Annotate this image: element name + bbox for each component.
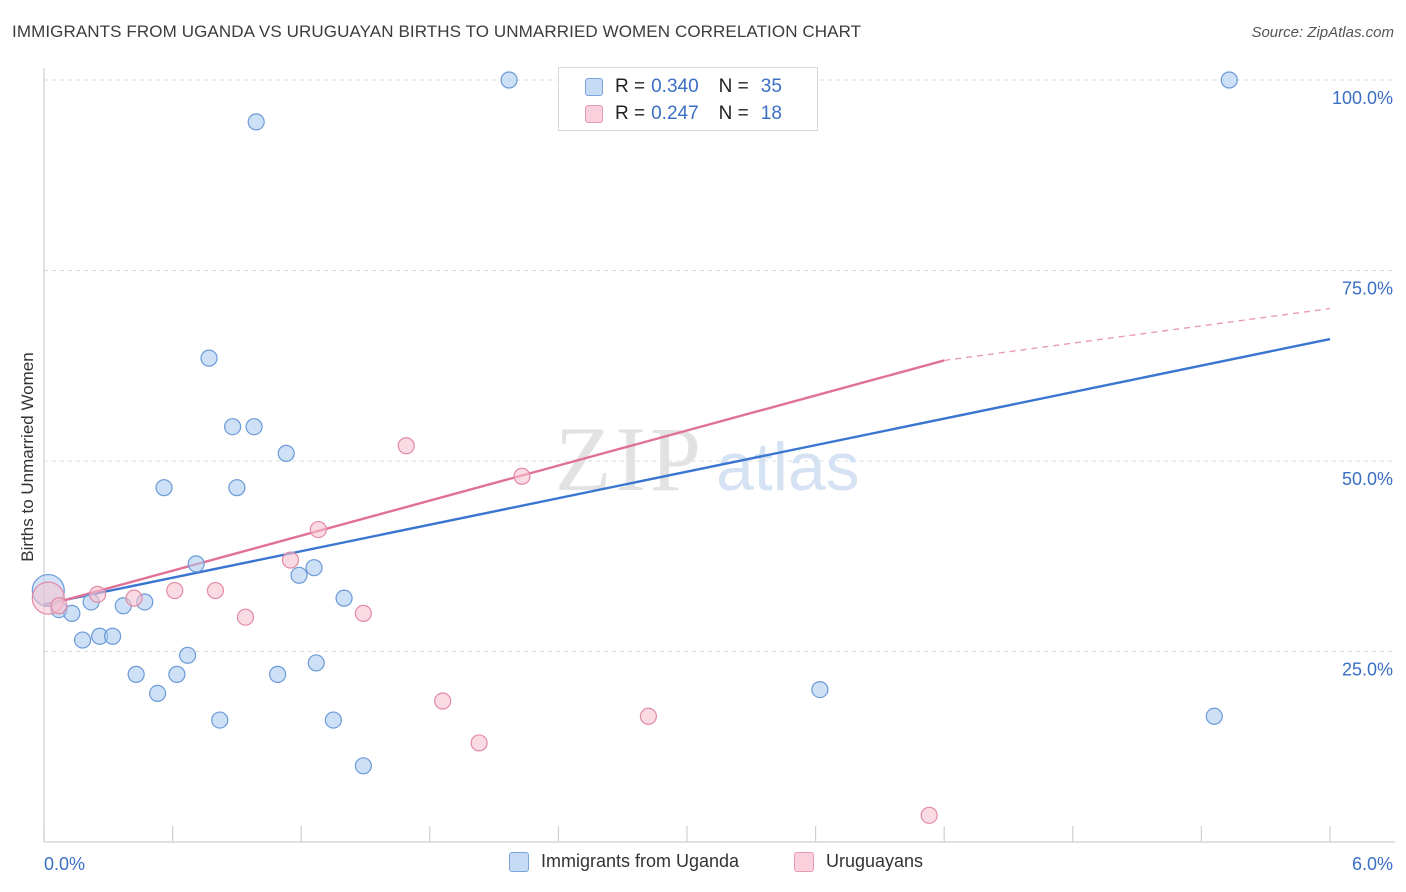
axis-layer — [43, 68, 1395, 843]
legend-swatch-pink — [585, 105, 603, 123]
uganda-point — [354, 757, 372, 775]
legend-item-uganda: Immigrants from Uganda — [509, 851, 739, 872]
legend-r-label: R = — [615, 76, 646, 97]
correlation-legend: R = 0.340 N = 35 R = 0.247 N = 18 — [558, 67, 818, 131]
uganda-point — [224, 418, 242, 436]
y-tick-label: 25.0% — [1342, 660, 1393, 680]
uruguayan-point — [354, 604, 372, 623]
uruguayan-point — [206, 581, 225, 600]
uganda-point — [500, 71, 518, 89]
legend-n-value: 18 — [760, 103, 782, 124]
uganda-point — [269, 665, 287, 683]
legend-r-value: 0.340 — [651, 76, 699, 97]
uruguayan-point — [513, 467, 531, 485]
uruguayan-point — [50, 597, 68, 615]
legend-row-uganda: R = 0.340 N = 35 — [585, 74, 782, 100]
uganda-point — [200, 349, 218, 367]
uruguayan-point — [434, 692, 452, 710]
uruguayan-point — [281, 551, 300, 569]
uganda-point — [1220, 71, 1238, 89]
uganda-point — [307, 654, 325, 672]
legend-swatch-pink — [794, 851, 814, 872]
legend-item-label: Immigrants from Uganda — [541, 851, 740, 871]
uganda-point — [211, 711, 229, 729]
uganda-point — [290, 566, 308, 584]
uganda-point — [228, 479, 246, 497]
uganda-point — [1205, 707, 1223, 725]
legend-r-label: R = — [615, 103, 646, 124]
uruguayan-point — [125, 589, 143, 607]
x-tick-label: 6.0% — [1352, 854, 1393, 874]
uganda-point — [73, 631, 92, 649]
legend-n-label: N = — [718, 103, 749, 124]
legend-n-label: N = — [718, 76, 749, 97]
uganda-point — [247, 113, 265, 131]
uganda-point — [148, 684, 167, 703]
x-tick-label: 0.0% — [44, 854, 85, 874]
legend-item-label: Uruguayans — [826, 851, 924, 871]
chart-title: IMMIGRANTS FROM UGANDA VS URUGUAYAN BIRT… — [12, 22, 862, 41]
source-label: Source: ZipAtlas.com — [1251, 24, 1394, 41]
uganda-point — [103, 627, 122, 645]
uruguayan-point — [920, 806, 938, 824]
uruguayan-point — [166, 581, 184, 600]
series-legend: Immigrants from Uganda Uruguayans — [0, 851, 1406, 879]
legend-n-value: 35 — [760, 76, 782, 97]
uganda-point — [277, 444, 295, 462]
uganda-point — [335, 589, 353, 607]
y-axis-label: Births to Unmarried Women — [18, 352, 37, 562]
uganda-point — [305, 559, 323, 577]
uruguayan-point — [88, 585, 107, 603]
tick-label-layer: 25.0% 50.0% 75.0% 100.0% 0.0% 6.0% — [44, 88, 1393, 874]
uruguayan-point — [309, 520, 327, 539]
uganda-point — [187, 555, 205, 573]
grid-layer — [44, 79, 1395, 652]
y-tick-label: 75.0% — [1342, 279, 1393, 299]
uruguayan-trend-extension — [944, 307, 1331, 362]
legend-r-value: 0.247 — [651, 103, 699, 124]
uruguayan-point — [639, 707, 658, 725]
uganda-point — [63, 604, 81, 623]
legend-swatch-blue — [509, 851, 529, 872]
uganda-point — [245, 418, 263, 436]
uruguayan-point — [236, 608, 255, 626]
watermark: ZIP atlas — [555, 408, 860, 510]
y-tick-label: 50.0% — [1342, 469, 1393, 489]
uruguayan-point — [470, 734, 488, 752]
uganda-point — [155, 479, 173, 497]
uganda-point — [179, 646, 197, 664]
uruguayan-point — [397, 437, 415, 455]
legend-row-uruguayans: R = 0.247 N = 18 — [585, 101, 782, 127]
uganda-point — [324, 711, 342, 729]
legend-item-uruguayans: Uruguayans — [794, 851, 923, 872]
uganda-point — [127, 665, 145, 683]
uganda-point — [811, 680, 829, 699]
uganda-trend-line — [43, 337, 1331, 606]
y-tick-label: 100.0% — [1332, 88, 1393, 108]
legend-swatch-blue — [585, 78, 603, 96]
uganda-point — [168, 665, 186, 683]
